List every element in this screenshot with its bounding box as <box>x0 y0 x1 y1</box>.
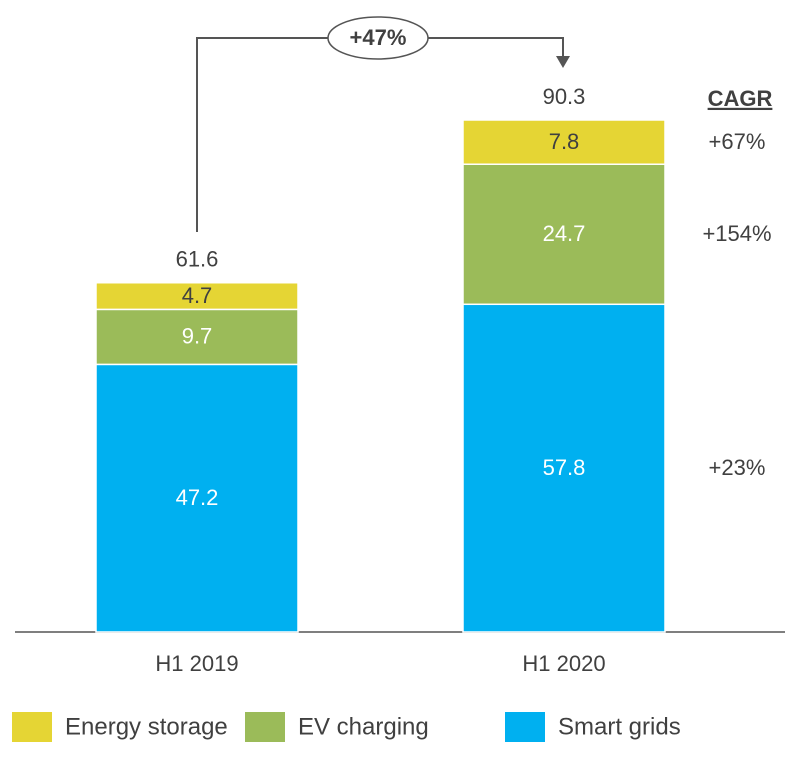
x-tick-label: H1 2020 <box>522 651 605 676</box>
legend-label: Smart grids <box>558 713 681 740</box>
legend-swatch <box>12 712 52 742</box>
arrow-head <box>556 56 570 68</box>
legend-swatch <box>505 712 545 742</box>
value-label: 7.8 <box>549 129 580 154</box>
x-tick-label: H1 2019 <box>155 651 238 676</box>
legend-swatch <box>245 712 285 742</box>
bar-segment <box>95 281 299 311</box>
total-label: 61.6 <box>176 247 219 272</box>
bar-segment <box>95 363 299 633</box>
growth-bubble <box>327 16 429 60</box>
growth-label: +47% <box>350 25 407 50</box>
value-label: 57.8 <box>543 455 586 480</box>
value-label: 4.7 <box>182 283 213 308</box>
value-label: 9.7 <box>182 324 213 349</box>
cagr-title: CAGR <box>708 86 773 111</box>
value-label: 47.2 <box>176 485 219 510</box>
value-label: 24.7 <box>543 221 586 246</box>
legend-label: EV charging <box>298 713 429 740</box>
bar-segment <box>462 119 666 165</box>
total-label: 90.3 <box>543 84 586 109</box>
legend-label: Energy storage <box>65 713 228 740</box>
cagr-label: +154% <box>702 221 771 246</box>
cagr-label: +23% <box>709 455 766 480</box>
cagr-label: +67% <box>709 129 766 154</box>
bar-segment <box>95 308 299 366</box>
